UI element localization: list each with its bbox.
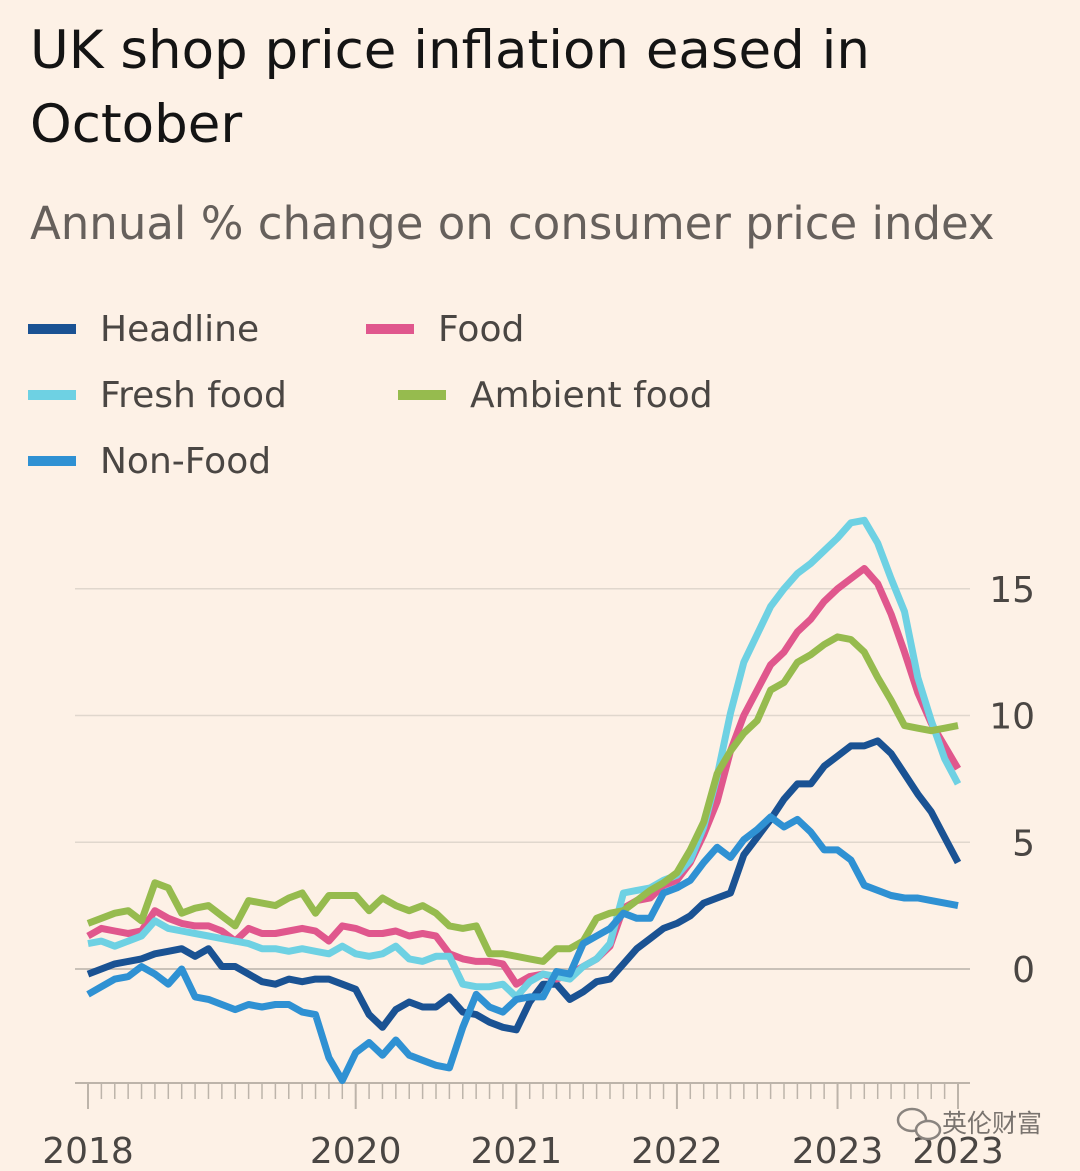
chart-title: UK shop price inflation eased in October (30, 20, 870, 155)
series-line-fresh-food (87, 516, 962, 1001)
legend-label: Food (438, 308, 525, 350)
legend-swatch-food (366, 324, 414, 334)
legend-swatch-ambient-food (398, 390, 446, 400)
legend-item-non-food: Non-Food (28, 436, 271, 486)
x-tick-label: 2018 (42, 1131, 134, 1171)
y-tick-label: 10 (989, 697, 1035, 738)
legend-label: Fresh food (100, 374, 287, 416)
x-tick-label: 2020 (310, 1131, 402, 1171)
x-axis (75, 1082, 970, 1109)
y-tick-label: 15 (989, 570, 1035, 611)
gridlines (75, 588, 970, 970)
legend-item-fresh-food: Fresh food (28, 370, 287, 420)
x-axis-labels: 2018 2020 2021 2022 2023 2023 (42, 1131, 1004, 1171)
x-tick-label: 2023 (792, 1131, 884, 1171)
y-tick-label: 0 (1012, 950, 1035, 991)
y-axis-labels: 0 5 10 15 (989, 570, 1035, 991)
legend-item-ambient-food: Ambient food (398, 370, 713, 420)
legend-swatch-non-food (28, 456, 76, 466)
wechat-icon (896, 1107, 942, 1141)
legend-swatch-headline (28, 324, 76, 334)
chart-subtitle: Annual % change on consumer price index (30, 197, 995, 250)
legend-label: Headline (100, 308, 260, 350)
watermark: 英伦财富 (896, 1107, 1042, 1141)
legend-label: Ambient food (470, 374, 713, 416)
y-tick-label: 5 (1012, 823, 1035, 864)
legend-swatch-fresh-food (28, 390, 76, 400)
x-tick-label: 2022 (631, 1131, 723, 1171)
x-tick-label: 2021 (470, 1131, 562, 1171)
series-line-non-food (86, 813, 959, 1084)
series-line-headline (86, 737, 962, 1034)
series-line-food (86, 565, 962, 988)
series-lines (86, 516, 962, 1084)
series-line-ambient-food (86, 633, 959, 965)
legend-item-food: Food (366, 304, 524, 354)
legend-label: Non-Food (100, 440, 272, 482)
watermark-text: 英伦财富 (942, 1109, 1042, 1138)
legend-item-headline: Headline (28, 304, 259, 354)
